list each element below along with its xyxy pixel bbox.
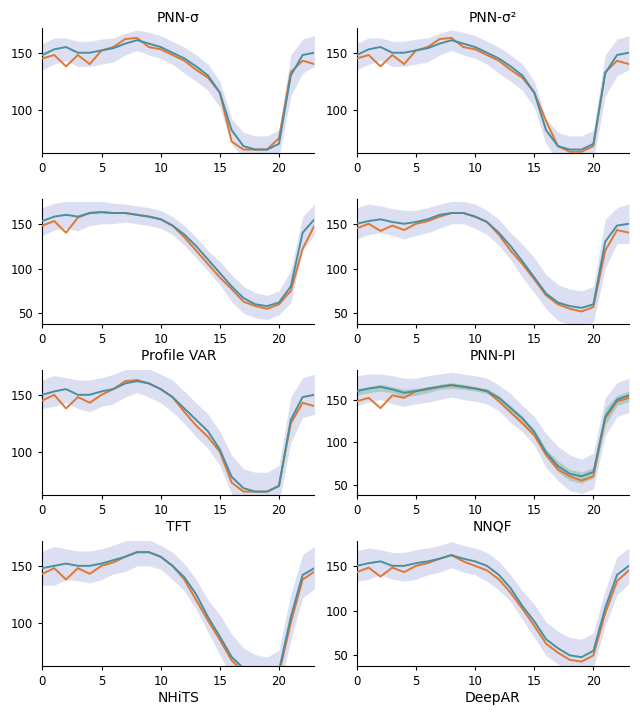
X-axis label: NHiTS: NHiTS: [157, 691, 199, 705]
X-axis label: DeepAR: DeepAR: [465, 691, 521, 705]
X-axis label: PNN-PI: PNN-PI: [470, 349, 516, 363]
Title: PNN-σ²: PNN-σ²: [468, 11, 517, 25]
X-axis label: TFT: TFT: [166, 520, 191, 534]
X-axis label: Profile VAR: Profile VAR: [141, 349, 216, 363]
X-axis label: NNQF: NNQF: [473, 520, 513, 534]
Title: PNN-σ: PNN-σ: [157, 11, 200, 25]
